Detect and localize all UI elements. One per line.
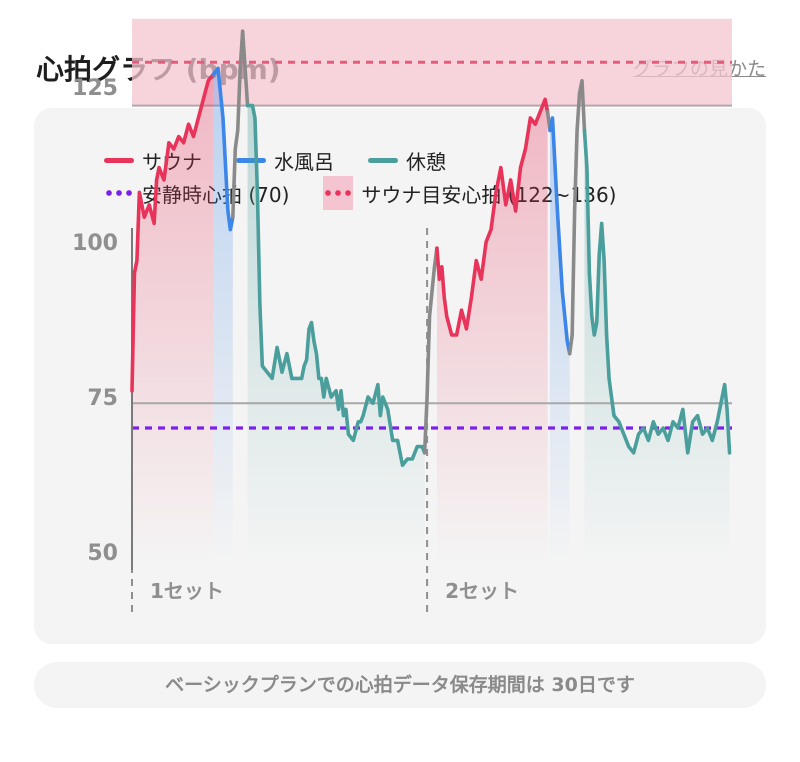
set-label: 2セット xyxy=(445,579,519,603)
y-tick-label: 100 xyxy=(72,231,118,256)
transition-line xyxy=(231,29,250,219)
sauna-area xyxy=(436,99,548,565)
rest-swatch xyxy=(368,158,398,163)
transition-line xyxy=(422,246,439,455)
cold_bath-area xyxy=(213,68,233,565)
sauna-line xyxy=(435,97,550,337)
legend-rest-label: 休憩 xyxy=(406,150,446,174)
y-tick-label: 75 xyxy=(87,386,118,411)
sauna-line xyxy=(130,72,215,393)
legend-cold-bath-label: 水風呂 xyxy=(274,150,334,174)
rest-line xyxy=(582,128,732,455)
cold_bath-line xyxy=(548,116,572,356)
y-tick-label: 125 xyxy=(72,76,118,101)
rest-line xyxy=(245,103,427,467)
legend-rest: 休憩 xyxy=(368,146,446,175)
cold_bath-area xyxy=(550,118,570,564)
resting-hr-swatch xyxy=(104,190,134,196)
storage-notice: ベーシックプランでの心拍データ保存期間は 30日です xyxy=(34,662,766,708)
sauna-target-swatch xyxy=(323,176,354,210)
cold_bath-line xyxy=(211,66,235,232)
sauna-area xyxy=(132,74,214,564)
set-label: 1セット xyxy=(150,579,224,603)
transition-line xyxy=(567,79,587,356)
y-tick-label: 50 xyxy=(87,541,118,566)
rest-area xyxy=(584,130,730,564)
rest-area xyxy=(247,105,425,564)
sauna-swatch xyxy=(104,158,134,163)
